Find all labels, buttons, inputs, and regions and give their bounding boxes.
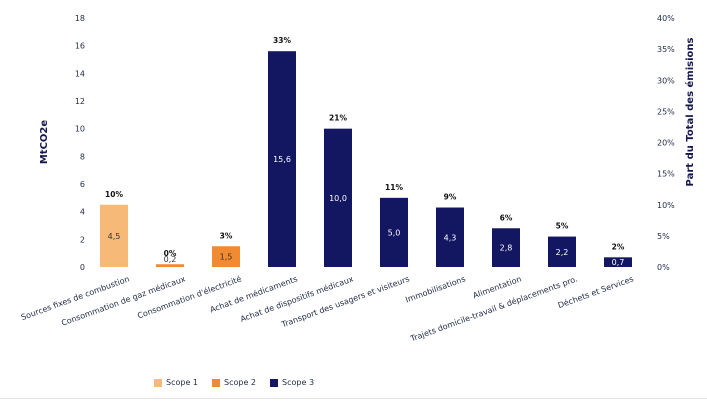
percent-label: 6% — [500, 213, 513, 222]
y-tick-label: 14 — [75, 69, 85, 78]
bar — [212, 246, 240, 267]
value-label: 4,3 — [444, 233, 457, 242]
legend-item: Scope 2 — [212, 378, 256, 387]
y2-tick-label: 0% — [657, 263, 670, 272]
bar — [548, 236, 576, 267]
y2-axis-title: Part du Total des émisions — [684, 38, 696, 187]
y-tick-label: 18 — [75, 14, 85, 23]
value-label: 5,0 — [388, 228, 401, 237]
y2-tick-label: 25% — [657, 107, 675, 116]
percent-label: 11% — [385, 183, 403, 192]
legend-swatch — [154, 378, 162, 387]
bar — [156, 264, 184, 267]
bar — [492, 228, 520, 267]
value-label: 0,7 — [612, 258, 625, 267]
bar — [380, 197, 408, 267]
category-labels: Sources fixes de combustionConsommation … — [20, 273, 635, 343]
bar — [324, 128, 352, 267]
percent-label: 33% — [273, 36, 291, 45]
bars: 10% 4,5 0%0,2 3% 1,5 33% 15,6 21% 10,0 11% 5,0 9% 4,… — [100, 36, 632, 267]
divider — [0, 398, 707, 399]
value-label: 1,5 — [220, 253, 233, 262]
category-label: Immobilisations — [404, 274, 466, 304]
legend: Scope 1 Scope 2 Scope 3 — [154, 378, 314, 387]
legend-label: Scope 2 — [224, 378, 257, 387]
legend-swatch — [270, 378, 279, 387]
category-label: Consommation d'électricité — [136, 273, 243, 320]
y2-tick-label: 30% — [657, 76, 675, 85]
y2-tick-label: 35% — [657, 45, 675, 54]
category-label: Achat de médicaments — [208, 273, 298, 314]
y-tick-label: 0 — [80, 263, 85, 272]
value-label: 2,8 — [500, 244, 513, 253]
value-label: 2,2 — [556, 248, 569, 257]
bar — [436, 207, 464, 267]
legend-item: Scope 1 — [154, 378, 198, 387]
percent-label: 3% — [220, 231, 233, 240]
y-axis-title: MtCO2e — [39, 120, 50, 165]
percent-label: 21% — [329, 114, 347, 123]
y2-tick-label: 20% — [657, 139, 675, 148]
y2-tick-label: 40% — [657, 14, 675, 23]
y2-tick-label: 15% — [657, 170, 675, 179]
y-tick-label: 8 — [80, 152, 85, 161]
right-axis: 0% 5% 10% 15% 20% 25% 30% 35% 40% — [657, 14, 675, 272]
y-tick-label: 10 — [75, 125, 85, 134]
y-tick-label: 6 — [80, 180, 85, 189]
percent-label: 9% — [444, 193, 457, 202]
y-tick-label: 2 — [80, 235, 85, 244]
value-label: 10,0 — [329, 194, 347, 203]
bar — [604, 257, 632, 267]
value-label: 0,2 — [164, 255, 177, 264]
legend-label: Scope 1 — [166, 378, 199, 387]
y-tick-label: 4 — [80, 208, 85, 217]
legend-label: Scope 3 — [282, 378, 315, 387]
y2-tick-label: 5% — [657, 232, 670, 241]
percent-label: 2% — [612, 242, 625, 251]
percent-label: 10% — [105, 190, 123, 199]
value-label: 15,6 — [273, 155, 291, 164]
legend-swatch — [212, 378, 221, 387]
value-label: 4,5 — [108, 232, 121, 241]
percent-label: 0% — [164, 249, 177, 258]
bar — [268, 51, 296, 268]
bar — [100, 204, 128, 267]
legend-item: Scope 3 — [270, 378, 314, 387]
y-tick-label: 16 — [75, 42, 85, 51]
y-tick-label: 12 — [75, 97, 85, 106]
y2-tick-label: 10% — [657, 201, 675, 210]
left-axis: 0 2 4 6 8 10 12 14 16 18 — [75, 14, 85, 272]
percent-label: 5% — [556, 222, 569, 231]
